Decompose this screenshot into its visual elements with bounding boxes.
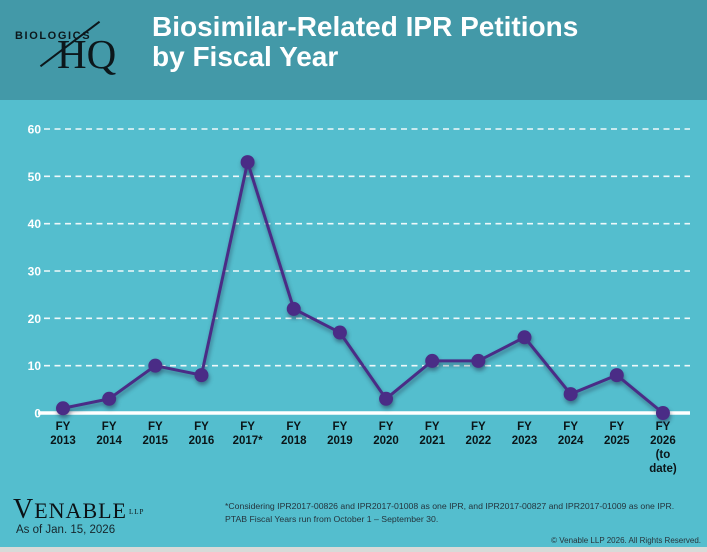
x-tick-label: FY [517, 421, 532, 433]
bottom-edge-strip [0, 547, 707, 552]
as-of-date: As of Jan. 15, 2026 [16, 524, 116, 536]
data-point-2020 [379, 391, 394, 406]
data-point-2014 [102, 391, 117, 406]
x-tick-label: 2019 [327, 435, 353, 447]
x-tick-label: FY [333, 421, 348, 433]
x-tick-label: FY [425, 421, 440, 433]
x-tick-label: 2014 [96, 435, 122, 447]
x-tick-label: FY [379, 421, 394, 433]
venable-llp-suffix: LLP [129, 508, 145, 516]
footnote-line2: PTAB Fiscal Years run from October 1 – S… [225, 514, 439, 524]
data-point-2025 [609, 368, 624, 383]
x-tick-label: 2024 [558, 435, 584, 447]
data-point-2017 [240, 155, 255, 170]
page-title-line2: by Fiscal Year [152, 41, 339, 72]
x-tick-label: 2015 [143, 435, 169, 447]
x-tick-label: FY [194, 421, 209, 433]
x-tick-label: FY [471, 421, 486, 433]
y-tick-label: 0 [34, 407, 41, 421]
y-tick-label: 40 [28, 217, 42, 231]
y-tick-label: 10 [28, 359, 42, 373]
x-tick-label: FY [286, 421, 301, 433]
x-tick-label: FY [240, 421, 255, 433]
y-tick-label: 30 [28, 265, 42, 279]
data-point-2016 [194, 368, 209, 383]
page-title-line1: Biosimilar-Related IPR Petitions [152, 11, 579, 42]
page-title: Biosimilar-Related IPR Petitions by Fisc… [152, 12, 692, 72]
x-tick-label: FY [56, 421, 71, 433]
x-tick-label: FY [656, 421, 671, 433]
x-tick-label: date) [649, 463, 677, 475]
biologics-hq-logo: BIOLOGICS HQ [0, 0, 150, 100]
x-tick-label: 2017* [233, 435, 264, 447]
chart-footnote: *Considering IPR2017-00826 and IPR2017-0… [225, 500, 703, 526]
footnote-line1: *Considering IPR2017-00826 and IPR2017-0… [225, 501, 675, 511]
data-point-2021 [425, 353, 440, 368]
data-point-2013 [56, 401, 70, 416]
y-tick-label: 20 [28, 312, 42, 326]
data-line [62, 156, 664, 415]
data-point-2023 [517, 330, 532, 345]
venable-wordmark: VENABLE [13, 494, 127, 525]
x-tick-label: 2021 [419, 435, 445, 447]
logo-hq-text: HQ [57, 31, 117, 77]
data-point-2024 [563, 387, 578, 402]
x-tick-label: (to [656, 449, 671, 461]
y-tick-label: 50 [28, 170, 42, 184]
header-banner: BIOLOGICS HQ Biosimilar-Related IPR Peti… [0, 0, 707, 100]
data-point-2022 [471, 353, 486, 368]
x-tick-label: 2020 [373, 435, 399, 447]
x-tick-label: 2026 [650, 435, 676, 447]
x-tick-label: 2013 [50, 435, 76, 447]
data-point-2026 [655, 406, 670, 420]
logo-biologics-text: BIOLOGICS [15, 30, 92, 42]
x-tick-label: FY [102, 421, 117, 433]
x-tick-label: FY [148, 421, 163, 433]
x-tick-label: 2018 [281, 435, 307, 447]
y-tick-label: 60 [28, 123, 42, 137]
x-tick-label: 2025 [604, 435, 630, 447]
x-tick-label: 2023 [512, 435, 538, 447]
copyright-notice: © Venable LLP 2026. All Rights Reserved. [551, 536, 701, 545]
x-tick-label: 2022 [466, 435, 492, 447]
data-point-2019 [332, 325, 347, 340]
x-tick-label: FY [563, 421, 578, 433]
x-tick-label: 2016 [189, 435, 215, 447]
petitions-series [56, 155, 670, 420]
data-point-2015 [148, 358, 163, 373]
x-tick-label: FY [609, 421, 624, 433]
venable-logo: VENABLE LLP [13, 494, 144, 526]
data-point-2018 [286, 301, 301, 316]
